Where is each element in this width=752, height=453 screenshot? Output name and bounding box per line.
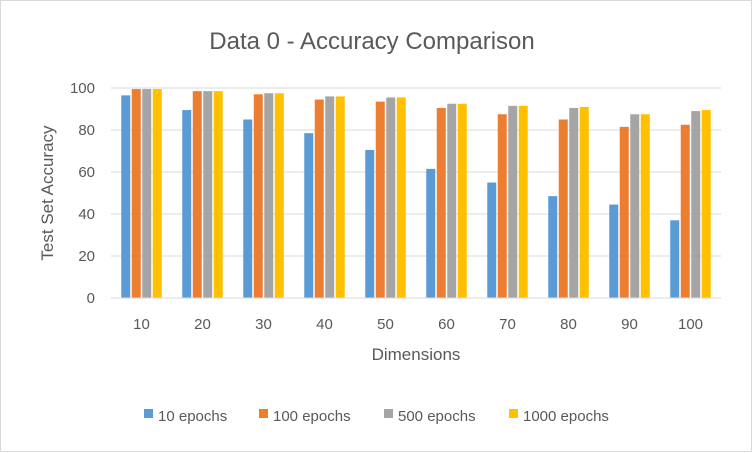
x-tick-label: 100 bbox=[678, 316, 703, 333]
bar bbox=[274, 93, 284, 298]
bar bbox=[630, 114, 640, 298]
bar bbox=[487, 182, 497, 298]
bar bbox=[131, 89, 141, 298]
bar bbox=[142, 89, 152, 298]
gridlines bbox=[111, 87, 721, 257]
bar bbox=[121, 95, 131, 298]
legend-label: 100 epochs bbox=[273, 408, 351, 425]
bar bbox=[670, 220, 680, 298]
legend-label: 500 epochs bbox=[398, 408, 476, 425]
bar bbox=[548, 196, 558, 298]
bar bbox=[436, 107, 446, 298]
bar bbox=[375, 101, 385, 299]
legend-swatch bbox=[259, 409, 268, 418]
bar bbox=[264, 93, 274, 298]
y-tick-label: 40 bbox=[78, 206, 95, 223]
bar bbox=[619, 126, 629, 298]
bar bbox=[335, 96, 345, 299]
x-tick-label: 20 bbox=[194, 316, 211, 333]
legend-label: 1000 epochs bbox=[523, 408, 609, 425]
bar bbox=[365, 149, 375, 298]
x-tick-label: 90 bbox=[621, 316, 638, 333]
bar bbox=[182, 110, 192, 298]
x-tick-label: 60 bbox=[438, 316, 455, 333]
legend-swatch bbox=[384, 409, 393, 418]
bars bbox=[121, 89, 711, 299]
bar bbox=[457, 103, 467, 298]
x-tick-label: 10 bbox=[133, 316, 150, 333]
x-tick-label: 50 bbox=[377, 316, 394, 333]
bar bbox=[314, 99, 324, 298]
bar bbox=[304, 133, 314, 298]
bar bbox=[579, 106, 589, 299]
legend-label: 10 epochs bbox=[158, 408, 227, 425]
bar bbox=[558, 119, 568, 298]
x-axis-label: Dimensions bbox=[372, 345, 461, 364]
y-tick-label: 0 bbox=[87, 290, 95, 307]
y-tick-label: 100 bbox=[70, 80, 95, 97]
bar bbox=[243, 119, 253, 298]
x-tick-label: 40 bbox=[316, 316, 333, 333]
chart-title: Data 0 - Accuracy Comparison bbox=[209, 28, 534, 55]
bar bbox=[701, 110, 711, 298]
y-tick-label: 80 bbox=[78, 122, 95, 139]
bar bbox=[213, 91, 223, 299]
bar bbox=[680, 124, 690, 298]
bar bbox=[253, 94, 263, 298]
bar bbox=[518, 105, 528, 298]
legend: 10 epochs 100 epochs 500 epochs 1000 epochs bbox=[144, 408, 609, 425]
bar bbox=[508, 105, 518, 298]
bar bbox=[152, 89, 162, 298]
legend-swatch bbox=[144, 409, 153, 418]
bar bbox=[569, 107, 579, 298]
bar bbox=[396, 97, 406, 298]
y-tick-labels: 0 20 40 60 80 100 bbox=[70, 80, 95, 307]
x-tick-labels: 10 20 30 40 50 60 70 80 90 100 bbox=[133, 316, 703, 333]
bar bbox=[325, 96, 335, 299]
bar bbox=[691, 111, 701, 298]
bar bbox=[426, 168, 436, 298]
bar bbox=[497, 114, 507, 298]
bar bbox=[203, 91, 213, 299]
bar bbox=[386, 97, 396, 298]
y-axis-label: Test Set Accuracy bbox=[38, 125, 57, 261]
bar bbox=[447, 103, 457, 298]
y-tick-label: 60 bbox=[78, 164, 95, 181]
bar bbox=[640, 114, 650, 298]
y-tick-label: 20 bbox=[78, 248, 95, 265]
bar bbox=[192, 91, 202, 299]
legend-swatch bbox=[509, 409, 518, 418]
bar bbox=[609, 204, 619, 298]
x-tick-label: 80 bbox=[560, 316, 577, 333]
x-tick-label: 30 bbox=[255, 316, 272, 333]
x-tick-label: 70 bbox=[499, 316, 516, 333]
